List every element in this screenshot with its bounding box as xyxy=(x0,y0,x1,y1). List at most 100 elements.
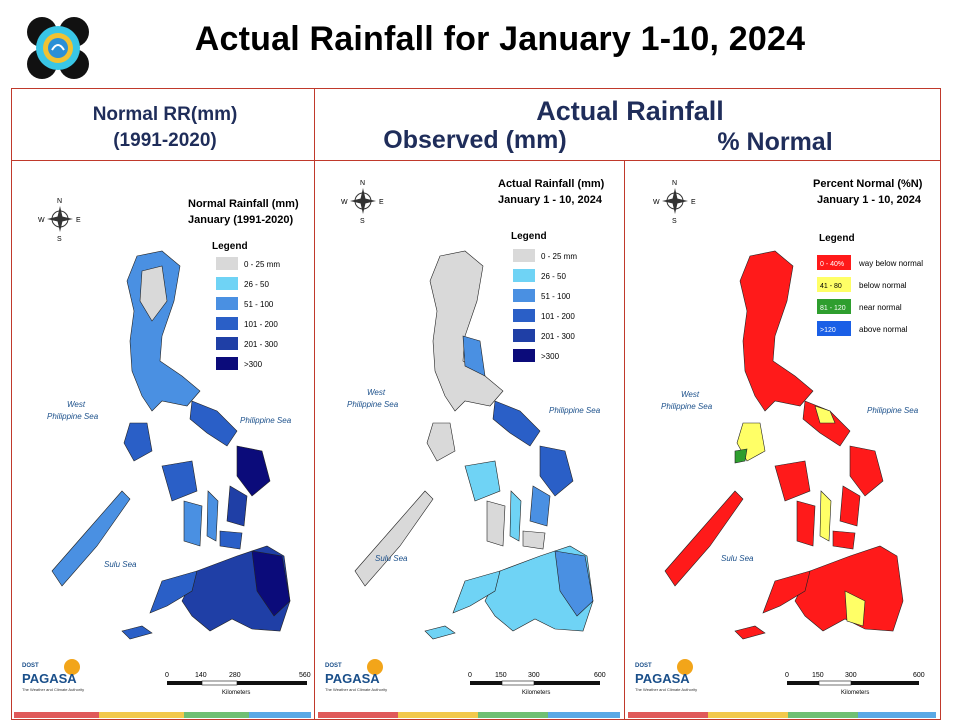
legend-swatch xyxy=(513,349,535,362)
scale-unit: Kilometers xyxy=(841,690,869,696)
legend-label: 51 - 100 xyxy=(244,300,274,309)
cebu-island xyxy=(819,490,832,542)
legend-label: 26 - 50 xyxy=(541,272,566,281)
dost-text: DOST xyxy=(22,663,39,669)
scale-tick: 300 xyxy=(845,672,857,679)
sea-label-east: Philippine Sea xyxy=(240,416,292,425)
footer-stripe xyxy=(708,712,788,718)
scale-tick: 150 xyxy=(812,672,824,679)
legend-title: Legend xyxy=(511,231,547,242)
sulu-archipelago xyxy=(424,625,456,640)
footer-stripe xyxy=(628,712,708,718)
scale-tick: 150 xyxy=(495,672,507,679)
palawan-island xyxy=(664,490,744,587)
mindanao-east xyxy=(554,550,594,617)
leyte-island xyxy=(839,485,861,527)
zamboanga-peninsula xyxy=(452,570,501,614)
bicol-yellow-patch xyxy=(814,405,836,424)
dost-text: DOST xyxy=(325,663,342,669)
zamboanga-peninsula xyxy=(762,570,811,614)
philippines-map xyxy=(51,250,291,640)
legend-swatch xyxy=(817,299,851,314)
leyte-island xyxy=(226,485,248,527)
sea-label-west-1: West xyxy=(67,400,86,409)
footer-stripe xyxy=(548,712,620,718)
sea-label-south: Sulu Sea xyxy=(375,554,408,563)
observed-header: Observed (mm) xyxy=(383,126,567,154)
legend-title: Legend xyxy=(212,241,248,252)
legend-swatch xyxy=(216,297,238,310)
s-text: S xyxy=(360,218,365,225)
scale-tick: 140 xyxy=(195,672,207,679)
panel-divider-2 xyxy=(624,160,625,720)
samar-island xyxy=(539,445,574,497)
footer-stripe xyxy=(858,712,936,718)
bohol-island xyxy=(219,530,243,550)
scale-bar: 0 140 280 560 Kilometers xyxy=(165,672,311,696)
e-text: E xyxy=(691,199,696,206)
legend-swatch xyxy=(216,277,238,290)
map-title-line2: January (1991-2020) xyxy=(188,214,294,226)
legend-label: 101 - 200 xyxy=(244,320,278,329)
legend-label: 0 - 25 mm xyxy=(541,252,577,261)
legend-swatch xyxy=(216,357,238,370)
sea-label-south: Sulu Sea xyxy=(104,560,137,569)
scale-tick: 0 xyxy=(785,672,789,679)
zamboanga-peninsula xyxy=(149,570,198,614)
legend-swatch-label: >120 xyxy=(820,327,836,334)
legend-swatch xyxy=(817,321,851,336)
legend: 0 - 40% way below normal 41 - 80 below n… xyxy=(817,255,923,336)
map-title-line1: Percent Normal (%N) xyxy=(813,178,923,190)
scale-bar: 0 150 300 600 Kilometers xyxy=(468,672,606,696)
philippines-map xyxy=(664,250,904,640)
e-text: E xyxy=(379,199,384,206)
pagasa-footer-logo: DOST PAGASA The Weather and Climate Auth… xyxy=(635,659,697,692)
compass-w: W xyxy=(38,217,45,224)
sulu-archipelago xyxy=(121,625,153,640)
scale-unit: Kilometers xyxy=(222,690,250,696)
scale-tick: 300 xyxy=(528,672,540,679)
scale-bar: 0 150 300 600 Kilometers xyxy=(785,672,925,696)
panel-divider-1 xyxy=(314,160,315,720)
legend-swatch xyxy=(216,337,238,350)
legend-label: 101 - 200 xyxy=(541,312,575,321)
scale-tick: 560 xyxy=(299,672,311,679)
footer-stripe xyxy=(14,712,99,718)
sea-label-west-1: West xyxy=(681,390,700,399)
scale-unit: Kilometers xyxy=(522,690,550,696)
negros-island xyxy=(183,500,203,547)
s-text: S xyxy=(672,218,677,225)
cebu-island xyxy=(206,490,219,542)
compass-rose-icon: N S W E xyxy=(341,180,384,225)
legend-label: near normal xyxy=(859,303,902,312)
samar-island xyxy=(236,445,271,497)
pagasa-text: PAGASA xyxy=(22,671,77,686)
normal-header-line1: Normal RR(mm) xyxy=(92,104,238,125)
legend-swatch xyxy=(216,317,238,330)
bohol-island xyxy=(522,530,546,550)
mindoro-island xyxy=(123,422,153,462)
percent-normal-header: % Normal xyxy=(717,128,833,156)
map-title-line2: January 1 - 10, 2024 xyxy=(498,194,603,206)
pagasa-text: PAGASA xyxy=(325,671,380,686)
legend-title: Legend xyxy=(819,233,855,244)
scale-tick: 0 xyxy=(468,672,472,679)
normal-header-line2: (1991-2020) xyxy=(113,130,217,151)
compass-e: E xyxy=(76,217,81,224)
tagline-text: The Weather and Climate Authority xyxy=(635,687,697,692)
legend-swatch xyxy=(216,257,238,270)
compass-s: S xyxy=(57,236,62,243)
w-text: W xyxy=(341,199,348,206)
legend-label: 51 - 100 xyxy=(541,292,571,301)
map-title-line1: Actual Rainfall (mm) xyxy=(498,178,605,190)
palawan-island xyxy=(354,490,434,587)
sea-label-south: Sulu Sea xyxy=(721,554,754,563)
panay-island xyxy=(464,460,501,502)
scale-tick: 280 xyxy=(229,672,241,679)
footer-stripe xyxy=(478,712,548,718)
legend-swatch-label: 0 - 40% xyxy=(820,261,844,268)
luzon-region xyxy=(739,250,814,412)
tagline-text: The Weather and Climate Authority xyxy=(22,687,84,692)
philippines-map xyxy=(354,250,594,640)
luzon-north-interior xyxy=(139,265,168,322)
